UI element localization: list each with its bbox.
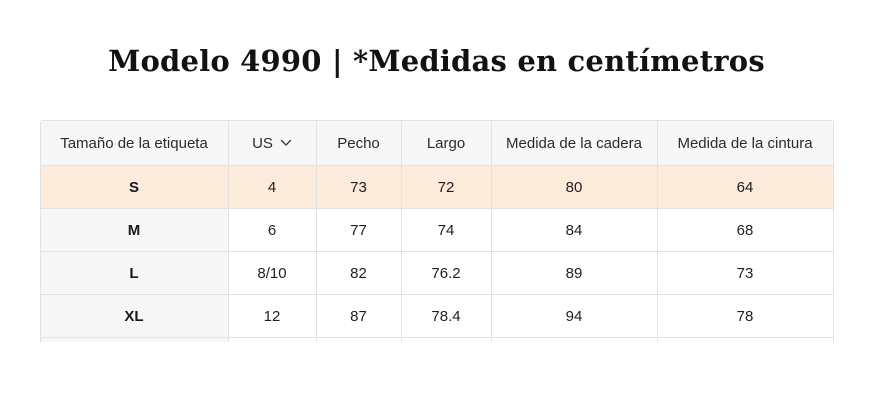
col-header-us-dropdown[interactable]: US (227, 120, 317, 166)
largo-cell: 78.4 (400, 294, 492, 338)
cintura-cell: 78 (656, 294, 834, 338)
us-cell: 6 (227, 208, 317, 252)
size-label-cell: L (39, 251, 229, 295)
cintura-cell: 68 (656, 208, 834, 252)
cintura-cell: 73 (656, 251, 834, 295)
us-cell: 12 (227, 294, 317, 338)
size-label-cell: M (39, 208, 229, 252)
table-row-size-s[interactable]: S 4 73 72 80 64 (39, 165, 834, 209)
table-row-partial (39, 337, 834, 342)
col-header-largo: Largo (400, 120, 492, 166)
col-header-tamano-etiqueta: Tamaño de la etiqueta (39, 120, 229, 166)
pecho-cell: 77 (315, 208, 402, 252)
col-header-us-label: US (252, 134, 273, 152)
largo-cell: 72 (400, 165, 492, 209)
cintura-cell: 64 (656, 165, 834, 209)
table-row-size-l[interactable]: L 8/10 82 76.2 89 73 (39, 251, 834, 295)
largo-cell: 76.2 (400, 251, 492, 295)
cadera-cell: 89 (490, 251, 658, 295)
cadera-cell: 94 (490, 294, 658, 338)
chevron-down-icon (280, 139, 292, 147)
cadera-cell: 80 (490, 165, 658, 209)
pecho-cell: 87 (315, 294, 402, 338)
page-title: Modelo 4990 | *Medidas en centímetros (108, 44, 765, 78)
size-label-cell: XL (39, 294, 229, 338)
us-cell: 4 (227, 165, 317, 209)
size-label-cell: S (39, 165, 229, 209)
table-row-size-xl[interactable]: XL 12 87 78.4 94 78 (39, 294, 834, 338)
cadera-cell: 84 (490, 208, 658, 252)
pecho-cell: 82 (315, 251, 402, 295)
size-chart: Tamaño de la etiqueta US Pecho Largo Med… (39, 120, 834, 342)
col-header-medida-cintura: Medida de la cintura (656, 120, 834, 166)
us-cell: 8/10 (227, 251, 317, 295)
size-label-cell (39, 337, 229, 342)
pecho-cell: 73 (315, 165, 402, 209)
table-row-size-m[interactable]: M 6 77 74 84 68 (39, 208, 834, 252)
size-chart-table: Tamaño de la etiqueta US Pecho Largo Med… (39, 120, 834, 342)
table-header-row: Tamaño de la etiqueta US Pecho Largo Med… (39, 120, 834, 166)
col-header-pecho: Pecho (315, 120, 402, 166)
largo-cell: 74 (400, 208, 492, 252)
col-header-medida-cadera: Medida de la cadera (490, 120, 658, 166)
